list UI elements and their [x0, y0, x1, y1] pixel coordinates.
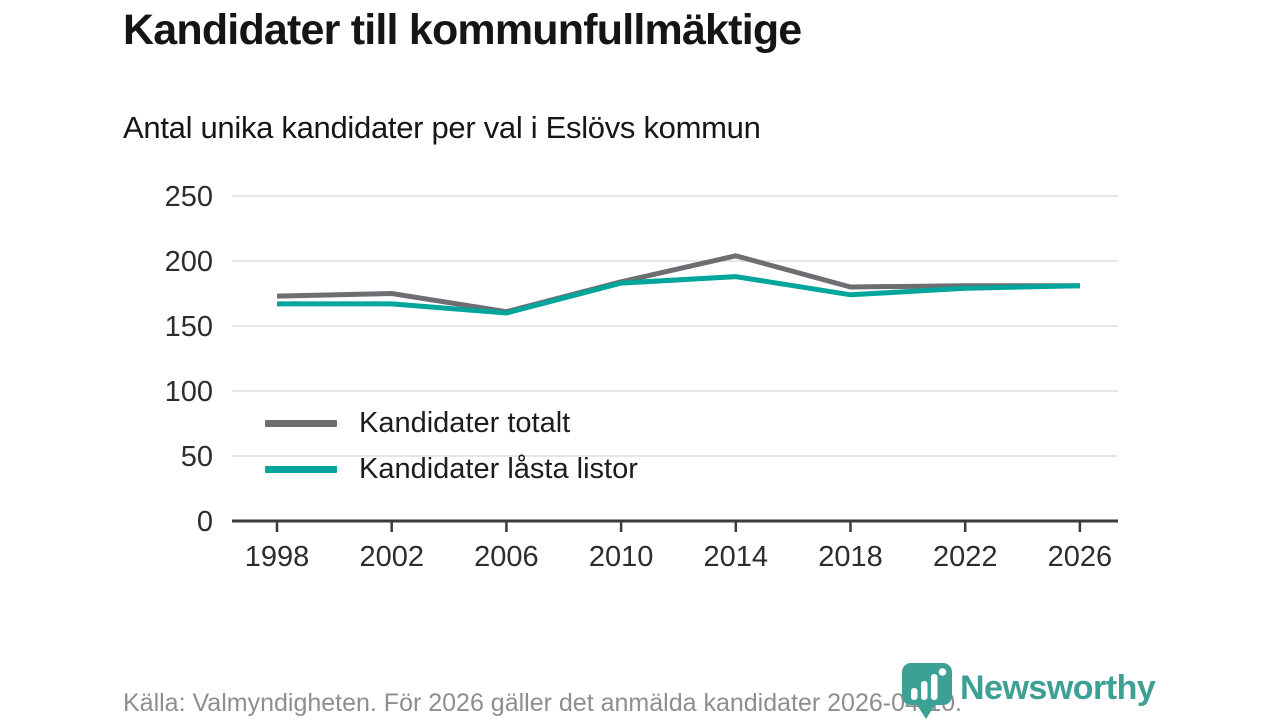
newsworthy-speech-bubble-icon [902, 663, 952, 719]
newsworthy-wordmark: Newsworthy [960, 669, 1156, 707]
legend-label: Kandidater låsta listor [359, 452, 638, 485]
newsworthy-logo: Newsworthy [901, 662, 1156, 720]
x-axis-tick-label: 2026 [1048, 541, 1113, 573]
y-axis-tick-label: 250 [165, 181, 213, 213]
legend-item-lasta-listor: Kandidater låsta listor [265, 446, 638, 492]
legend-swatch-gray [265, 419, 337, 427]
series-line-totalt [276, 253, 1080, 315]
y-axis-tick-label: 150 [165, 311, 213, 343]
x-axis-tick-label: 2002 [359, 541, 424, 573]
y-axis-tick-label: 0 [197, 506, 213, 538]
x-axis-tick-label: 2010 [589, 541, 654, 573]
x-axis-tick-label: 2006 [474, 541, 539, 573]
y-axis-tick-label: 100 [165, 376, 213, 408]
x-axis-tick-label: 2014 [704, 541, 769, 573]
y-axis-tick-label: 200 [165, 246, 213, 278]
legend: Kandidater totalt Kandidater låsta listo… [265, 400, 638, 492]
legend-item-totalt: Kandidater totalt [265, 400, 638, 446]
x-axis-tick-label: 2022 [933, 541, 998, 573]
legend-label: Kandidater totalt [359, 406, 571, 439]
chart-subtitle: Antal unika kandidater per val i Eslövs … [123, 110, 761, 145]
series-line-lasta-listor [277, 274, 1080, 316]
source-note: Källa: Valmyndigheten. För 2026 gäller d… [123, 689, 962, 717]
legend-swatch-teal [265, 465, 337, 473]
chart-title: Kandidater till kommunfullmäktige [123, 6, 802, 54]
y-axis-tick-label: 50 [181, 441, 213, 473]
x-axis-tick-label: 1998 [245, 541, 310, 573]
x-axis-tick-label: 2018 [818, 541, 883, 573]
